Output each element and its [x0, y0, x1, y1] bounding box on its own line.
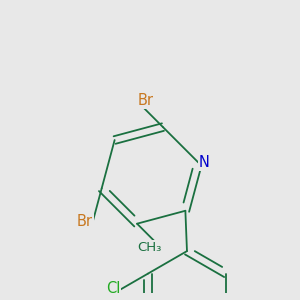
Text: Br: Br — [76, 214, 92, 229]
Text: Cl: Cl — [106, 281, 120, 296]
Text: CH₃: CH₃ — [137, 242, 162, 254]
Text: N: N — [199, 155, 210, 170]
Text: Br: Br — [138, 93, 154, 108]
